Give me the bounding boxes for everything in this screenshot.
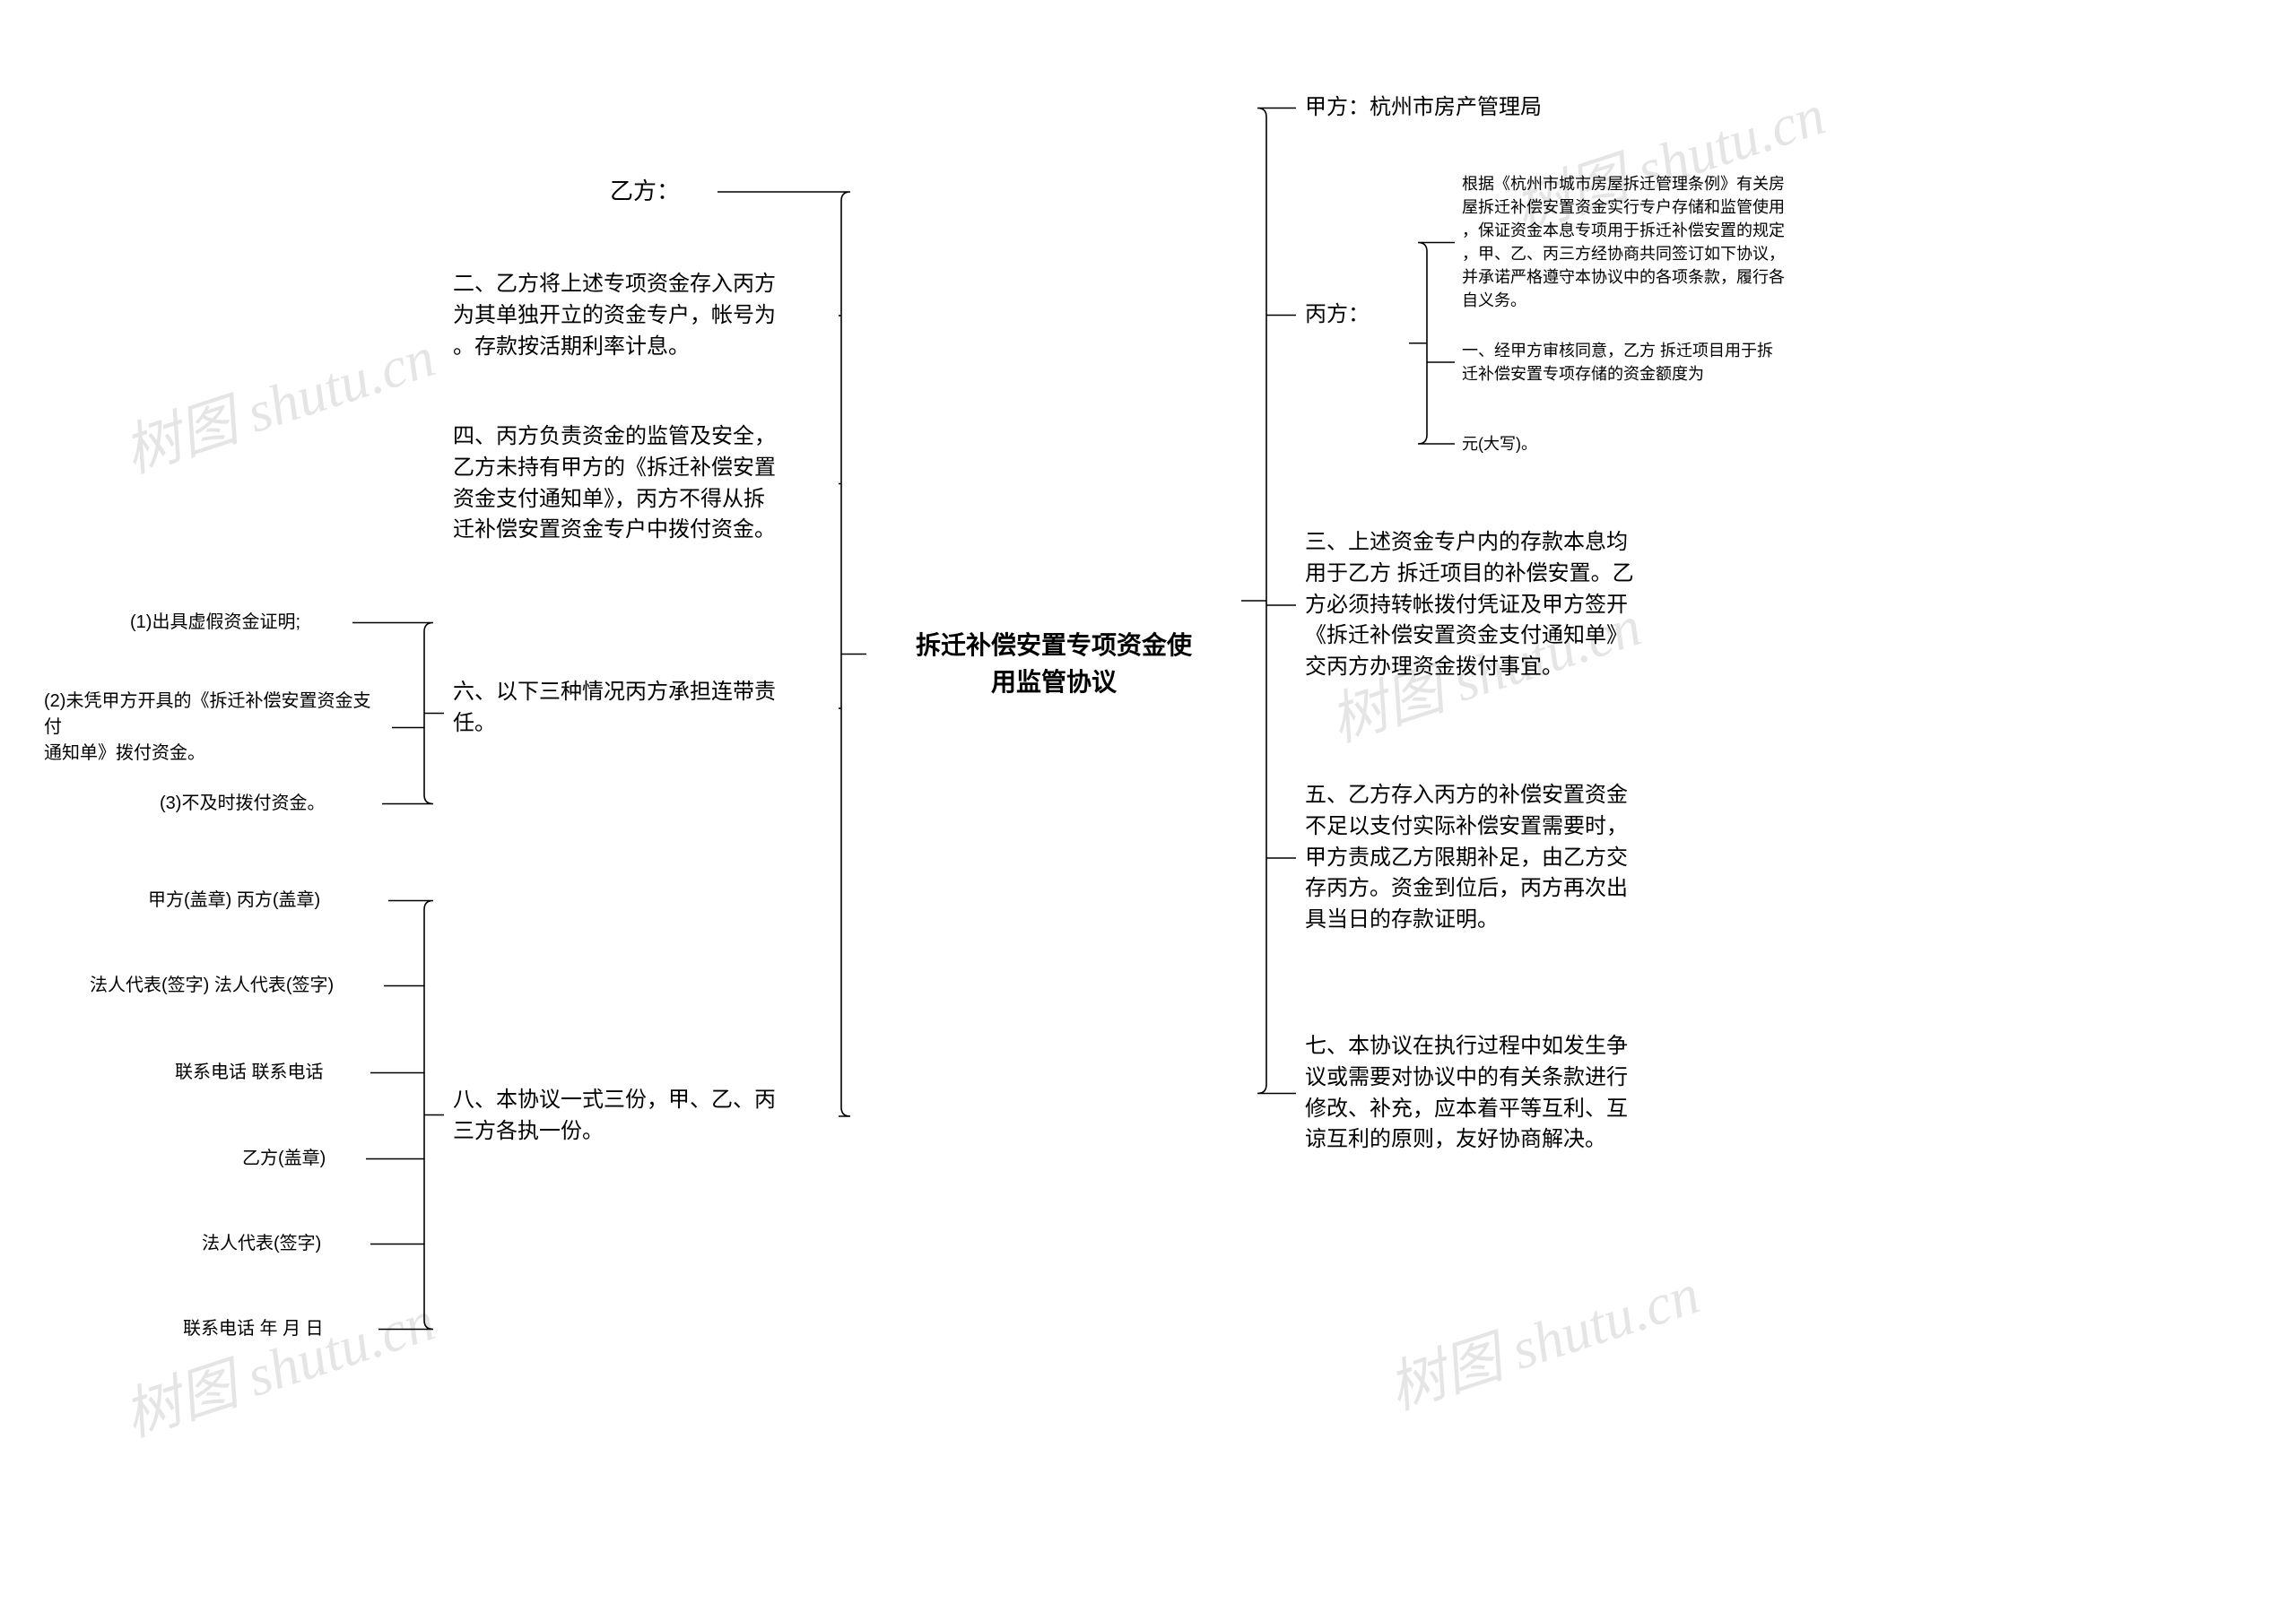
left-node-c8_2: 法人代表(签字) 法人代表(签字): [90, 973, 377, 999]
watermark-4: 树图 shutu.cn: [1377, 1248, 1709, 1426]
left-node-c8_1: 甲方(盖章) 丙方(盖章): [148, 888, 381, 914]
right-node-bf_1: 根据《杭州市城市房屋拆迁管理条例》有关房 屋拆迁补偿安置资金实行专户存储和监管使…: [1462, 172, 1830, 313]
right-node-clause7: 七、本协议在执行过程中如发生争 议或需要对协议中的有关条款进行 修改、补充，应本…: [1305, 1031, 1682, 1156]
left-node-c6_2: (2)未凭甲方开具的《拆迁补偿安置资金支付 通知单》拨付资金。: [44, 689, 385, 767]
left-node-c8_6: 联系电话 年 月 日: [183, 1316, 371, 1342]
left-node-clause6: 六、以下三种情况丙方承担连带责 任。: [453, 677, 830, 740]
right-node-bf_3: 元(大写)。: [1462, 432, 1596, 455]
left-node-c6_3: (3)不及时拨付资金。: [160, 791, 375, 817]
right-node-jiafang: 甲方：杭州市房产管理局: [1305, 92, 1628, 124]
left-node-c8_5: 法人代表(签字): [202, 1231, 363, 1257]
watermark-0: 树图 shutu.cn: [112, 311, 444, 489]
left-node-clause4: 四、丙方负责资金的监管及安全， 乙方未持有甲方的《拆迁补偿安置 资金支付通知单》…: [453, 421, 830, 546]
right-node-bingfang: 丙方：: [1305, 299, 1404, 331]
right-node-clause5: 五、乙方存入丙方的补偿安置资金 不足以支付实际补偿安置需要时， 甲方责成乙方限期…: [1305, 780, 1682, 936]
right-node-clause3: 三、上述资金专户内的存款本息均 用于乙方 拆迁项目的补偿安置。乙 方必须持转帐拨…: [1305, 527, 1682, 683]
left-node-c6_1: (1)出具虚假资金证明;: [130, 610, 345, 636]
left-node-yifang_header: 乙方：: [610, 175, 709, 209]
watermark-3: 树图 shutu.cn: [112, 1275, 444, 1453]
center-node: 拆迁补偿安置专项资金使 用监管协议: [879, 628, 1229, 700]
left-node-c8_4: 乙方(盖章): [242, 1146, 359, 1172]
left-node-clause2: 二、乙方将上述专项资金存入丙方 为其单独开立的资金专户，帐号为 。存款按活期利率…: [453, 269, 830, 362]
left-node-clause8: 八、本协议一式三份，甲、乙、丙 三方各执一份。: [453, 1085, 830, 1148]
left-node-c8_3: 联系电话 联系电话: [175, 1060, 363, 1086]
right-node-bf_2: 一、经甲方审核同意，乙方 拆迁项目用于拆 迁补偿安置专项存储的资金额度为: [1462, 339, 1830, 386]
